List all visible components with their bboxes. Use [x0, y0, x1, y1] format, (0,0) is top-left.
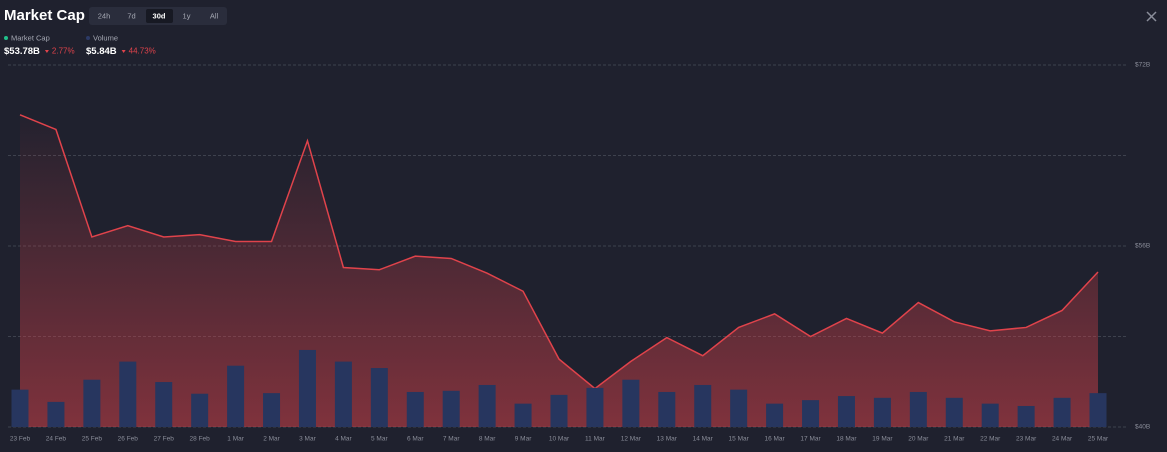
- x-tick-label: 6 Mar: [407, 436, 424, 443]
- x-tick-label: 3 Mar: [299, 436, 316, 443]
- x-tick-label: 20 Mar: [908, 436, 929, 443]
- timeframe-tab[interactable]: 7d: [127, 11, 135, 20]
- volume-bar: [406, 391, 424, 427]
- volume-bar: [694, 384, 712, 427]
- y-tick-label: $40B: [1135, 424, 1150, 431]
- x-tick-label: 12 Mar: [621, 436, 642, 443]
- x-tick-label: 2 Mar: [263, 436, 280, 443]
- legend-dot: [4, 36, 8, 40]
- timeframe-tab[interactable]: 30d: [153, 11, 166, 20]
- timeframe-tab[interactable]: 24h: [98, 11, 111, 20]
- x-tick-label: 22 Mar: [980, 436, 1001, 443]
- volume-bar: [47, 401, 65, 427]
- x-tick-label: 18 Mar: [836, 436, 857, 443]
- volume-bar: [298, 349, 316, 427]
- volume-bar: [370, 368, 388, 427]
- volume-bar: [945, 397, 963, 427]
- volume-bar: [981, 403, 999, 427]
- summary-change: 44.73%: [129, 47, 156, 56]
- timeframe-tab[interactable]: 1y: [183, 11, 191, 20]
- x-tick-label: 9 Mar: [515, 436, 532, 443]
- x-tick-label: 24 Feb: [46, 436, 67, 443]
- timeframe-active: [146, 9, 173, 23]
- x-tick-label: 26 Feb: [118, 436, 139, 443]
- volume-bar: [11, 389, 29, 427]
- x-tick-label: 10 Mar: [549, 436, 570, 443]
- x-tick-label: 8 Mar: [479, 436, 496, 443]
- volume-bar: [550, 394, 568, 427]
- x-tick-label: 13 Mar: [657, 436, 678, 443]
- volume-bar: [873, 397, 891, 427]
- volume-bar: [1017, 405, 1035, 427]
- y-tick-label: $72B: [1135, 62, 1150, 69]
- volume-bar: [622, 379, 640, 427]
- volume-bar: [155, 382, 173, 427]
- x-tick-label: 1 Mar: [227, 436, 244, 443]
- x-tick-label: 16 Mar: [764, 436, 785, 443]
- x-tick-label: 14 Mar: [693, 436, 714, 443]
- volume-bar: [730, 389, 748, 427]
- volume-bar: [334, 361, 352, 427]
- x-tick-label: 21 Mar: [944, 436, 965, 443]
- volume-bar: [837, 396, 855, 427]
- x-tick-label: 19 Mar: [872, 436, 893, 443]
- line: [19, 114, 1099, 390]
- x-tick-label: 24 Mar: [1052, 436, 1073, 443]
- volume-bar: [263, 393, 281, 427]
- legend-dot: [86, 36, 90, 40]
- close-button[interactable]: [1146, 11, 1157, 22]
- x-tick-label: 28 Feb: [190, 436, 211, 443]
- volume-bar: [1089, 393, 1107, 427]
- x-tick-label: 25 Feb: [82, 436, 103, 443]
- volume-bar: [909, 391, 927, 427]
- volume-bar: [514, 403, 532, 427]
- volume-bar: [83, 379, 101, 427]
- change-arrow: [121, 50, 126, 53]
- summary-change: 2.77%: [52, 47, 75, 56]
- x-tick-label: 23 Feb: [10, 436, 31, 443]
- volume-bar: [766, 403, 784, 427]
- volume-bar: [442, 390, 460, 427]
- volume-bar: [802, 400, 820, 427]
- x-tick-label: 15 Mar: [729, 436, 750, 443]
- volume-bar: [586, 387, 604, 427]
- volume-bar: [119, 361, 137, 427]
- volume-bar: [191, 393, 209, 427]
- volume-bar: [478, 384, 496, 427]
- summary-value: $53.78B: [4, 46, 40, 57]
- x-tick-label: 27 Feb: [154, 436, 175, 443]
- x-tick-label: 4 Mar: [335, 436, 352, 443]
- volume-bar: [227, 365, 245, 427]
- x-tick-label: 23 Mar: [1016, 436, 1037, 443]
- change-arrow: [44, 50, 49, 53]
- y-tick-label: $56B: [1135, 243, 1150, 250]
- legend-label: Volume: [93, 33, 118, 42]
- x-tick-label: 11 Mar: [585, 436, 606, 443]
- x-tick-label: 17 Mar: [800, 436, 821, 443]
- chart-title: Market Cap: [4, 7, 85, 24]
- volume-bar: [658, 391, 676, 427]
- legend-label: Market Cap: [11, 33, 50, 42]
- x-tick-label: 7 Mar: [443, 436, 460, 443]
- volume-bar: [1053, 397, 1071, 427]
- summary-value: $5.84B: [86, 46, 117, 57]
- x-tick-label: 25 Mar: [1088, 436, 1109, 443]
- x-tick-label: 5 Mar: [371, 436, 388, 443]
- timeframe-tab[interactable]: All: [210, 11, 219, 20]
